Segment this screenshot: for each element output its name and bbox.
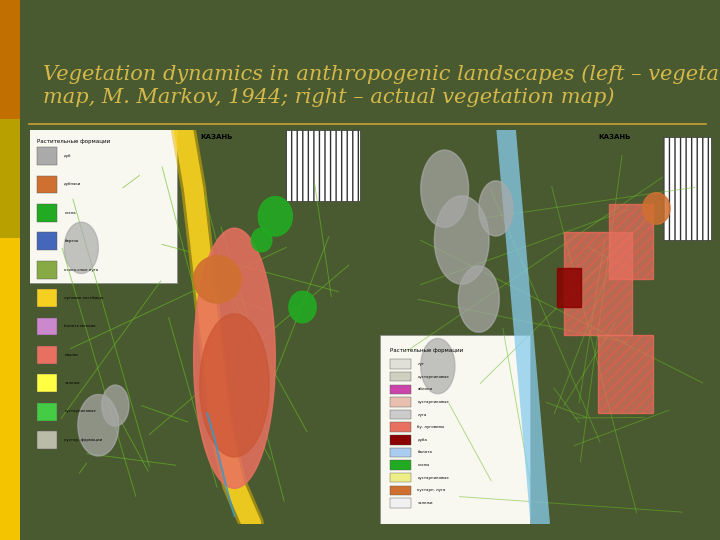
Text: осоко-сные луга: осоко-сные луга [64,267,99,272]
Text: кустарниковые: кустарниковые [418,476,449,480]
Polygon shape [420,339,455,394]
Text: пашни: пашни [64,353,78,357]
Polygon shape [564,232,632,335]
Bar [390,360,410,369]
Polygon shape [434,196,489,284]
Polygon shape [258,197,292,236]
Text: КАЗАНЬ: КАЗАНЬ [200,133,233,139]
Bar [663,138,711,240]
Text: яблони: яблони [418,387,433,392]
Polygon shape [102,385,129,426]
Text: кустарниковые: кустарниковые [418,400,449,404]
Polygon shape [459,266,499,332]
Bar [0,0,20,119]
Bar [390,384,410,394]
Polygon shape [643,193,670,224]
Bar [390,460,410,470]
Text: береза: береза [64,239,78,243]
Bar [37,261,58,279]
Bar [608,205,653,279]
Polygon shape [479,181,513,236]
Polygon shape [420,150,469,227]
FancyBboxPatch shape [27,126,176,284]
Bar [390,372,410,381]
Bar [0,238,20,540]
Text: дуб: дуб [64,154,72,158]
Bar [390,473,410,482]
Bar [37,233,58,250]
FancyBboxPatch shape [379,335,530,524]
Bar [37,346,58,364]
Bar [390,448,410,457]
Polygon shape [199,314,269,457]
Text: кустар. формации: кустар. формации [64,438,102,442]
Text: Растительные формации: Растительные формации [390,348,463,353]
Bar [37,431,58,449]
Text: кустарниковые: кустарниковые [64,409,96,414]
Polygon shape [78,395,119,456]
Text: болота мелкие: болота мелкие [64,325,96,328]
Bar [390,397,410,407]
Bar [598,335,653,414]
Bar [390,422,410,432]
Polygon shape [64,222,99,273]
Bar [0,119,20,238]
Text: луговые пастбища: луговые пастбища [64,296,104,300]
Polygon shape [608,205,653,279]
Polygon shape [194,256,241,303]
Bar [564,232,632,335]
Text: бу. луговины: бу. луговины [418,425,444,429]
Text: сосны: сосны [418,463,430,467]
Text: кустарн. луга: кустарн. луга [418,488,446,492]
Text: луга: луга [418,413,427,416]
Bar [37,374,58,392]
Bar [390,498,410,508]
Bar [37,289,58,307]
Bar [286,130,361,200]
Text: Растительные формации: Растительные формации [37,139,110,145]
Bar [390,485,410,495]
Polygon shape [251,228,272,252]
Text: дубняки: дубняки [64,183,81,186]
Polygon shape [289,291,316,323]
Text: залежи: залежи [418,501,433,505]
Bar [390,410,410,420]
Text: кустарниковые: кустарниковые [418,375,449,379]
Polygon shape [598,335,653,414]
Bar [37,176,58,193]
Bar [390,435,410,444]
Polygon shape [194,228,275,488]
Bar [37,147,58,165]
Text: Vegetation dynamics in anthropogenic landscapes (left – vegetation
map, M. Marko: Vegetation dynamics in anthropogenic lan… [43,65,720,107]
Text: дуба: дуба [418,438,427,442]
Text: луг: луг [418,362,424,366]
Text: КАЗАНЬ: КАЗАНЬ [598,133,631,139]
Text: болота: болота [418,450,432,455]
Bar [37,204,58,222]
Bar [37,403,58,421]
Text: сосна: сосна [64,211,76,215]
Text: залежи: залежи [64,381,80,385]
Bar [37,318,58,335]
Polygon shape [557,267,581,307]
